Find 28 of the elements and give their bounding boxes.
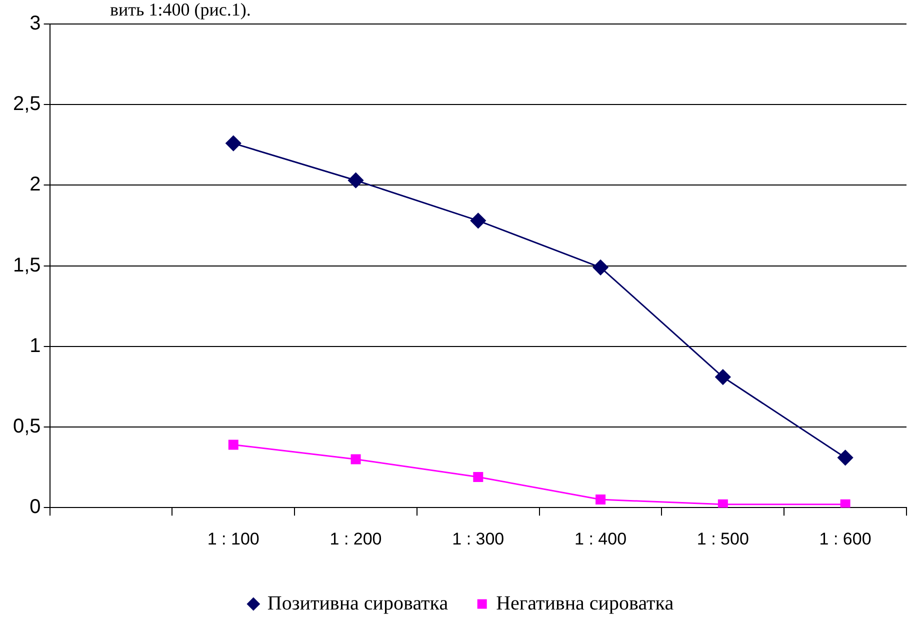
point — [348, 172, 364, 188]
y-tick-label: 1 — [30, 334, 41, 357]
legend-label: Негативна сироватка — [496, 592, 674, 614]
legend-label: Позитивна сироватка — [267, 592, 448, 614]
x-tick-label: 1 : 600 — [819, 529, 872, 548]
y-tick-label: 3 — [30, 12, 41, 35]
x-tick-label: 1 : 500 — [696, 529, 749, 548]
point — [592, 260, 608, 276]
y-tick-label: 0 — [30, 496, 41, 518]
x-tick-label: 1 : 300 — [452, 529, 504, 548]
y-tick-label: 0,5 — [12, 416, 41, 438]
x-tick-label: 1 : 400 — [574, 529, 627, 548]
point — [228, 440, 238, 450]
y-tick-label: 1,5 — [12, 254, 41, 276]
point — [715, 369, 731, 385]
y-tick-label: 2 — [30, 174, 41, 196]
x-tick-label: 1 : 100 — [207, 529, 260, 548]
point — [840, 499, 850, 508]
point — [470, 212, 486, 228]
point — [226, 136, 242, 152]
point — [718, 499, 728, 508]
point — [350, 454, 361, 464]
x-tick-label: 1 : 200 — [330, 529, 382, 548]
point — [596, 494, 606, 505]
point — [838, 450, 854, 466]
y-tick-label: 2,5 — [12, 93, 41, 116]
point — [473, 472, 484, 482]
text: вить 1:400 (рис.1). — [110, 0, 251, 20]
